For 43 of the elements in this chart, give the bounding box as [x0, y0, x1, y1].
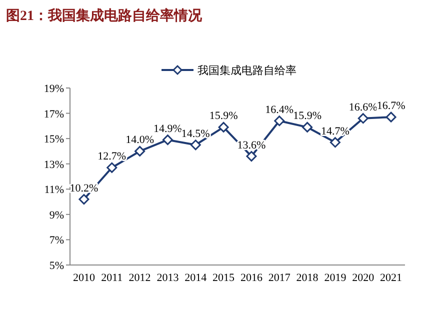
x-tick-label: 2015: [212, 272, 236, 284]
point: [190, 140, 201, 150]
point: [274, 116, 285, 126]
x-tick-label: 2011: [101, 272, 123, 284]
point: [386, 112, 396, 122]
point: [134, 146, 146, 156]
point: [330, 137, 340, 148]
y-tick-label: 11%: [44, 184, 64, 196]
y-tick-label: 17%: [44, 108, 64, 120]
data-label: 14.0%: [126, 134, 154, 146]
data-label: 15.9%: [293, 110, 322, 122]
x-tick-label: 2012: [128, 272, 151, 284]
data-label: 16.7%: [376, 100, 406, 112]
data-label: 14.9%: [153, 122, 182, 135]
point: [302, 122, 313, 132]
x-tick-label: 2019: [324, 272, 347, 284]
data-label: 12.7%: [98, 150, 126, 163]
y-tick-label: 5%: [49, 260, 64, 272]
point: [218, 122, 229, 132]
x-tick-label: 2021: [380, 272, 402, 284]
y-tick-label: 9%: [49, 209, 64, 222]
point: [358, 113, 368, 124]
x-tick-label: 2013: [156, 272, 180, 284]
x-tick-label: 2018: [296, 272, 319, 284]
y-tick-label: 13%: [44, 158, 64, 171]
x-tick-label: 2014: [184, 272, 208, 284]
x-tick-label: 2017: [268, 272, 291, 284]
y-tick-label: 19%: [44, 83, 64, 95]
legend-label: 我国集成电路自给率: [198, 64, 296, 77]
point: [162, 134, 173, 146]
data-label: 14.5%: [181, 128, 210, 140]
chart-title: 图21：我国集成电路自给率情况: [6, 7, 203, 24]
data-label: 16.4%: [265, 104, 294, 116]
y-tick-label: 15%: [44, 134, 64, 146]
data-label: 15.9%: [209, 110, 238, 122]
point: [106, 162, 118, 173]
data-label: 16.6%: [348, 101, 378, 114]
point: [246, 151, 257, 162]
y-tick-label: 7%: [49, 234, 64, 247]
point: [78, 194, 90, 205]
x-tick-label: 2016: [240, 272, 263, 284]
x-tick-label: 2010: [72, 272, 96, 284]
x-tick-label: 2020: [352, 272, 375, 284]
